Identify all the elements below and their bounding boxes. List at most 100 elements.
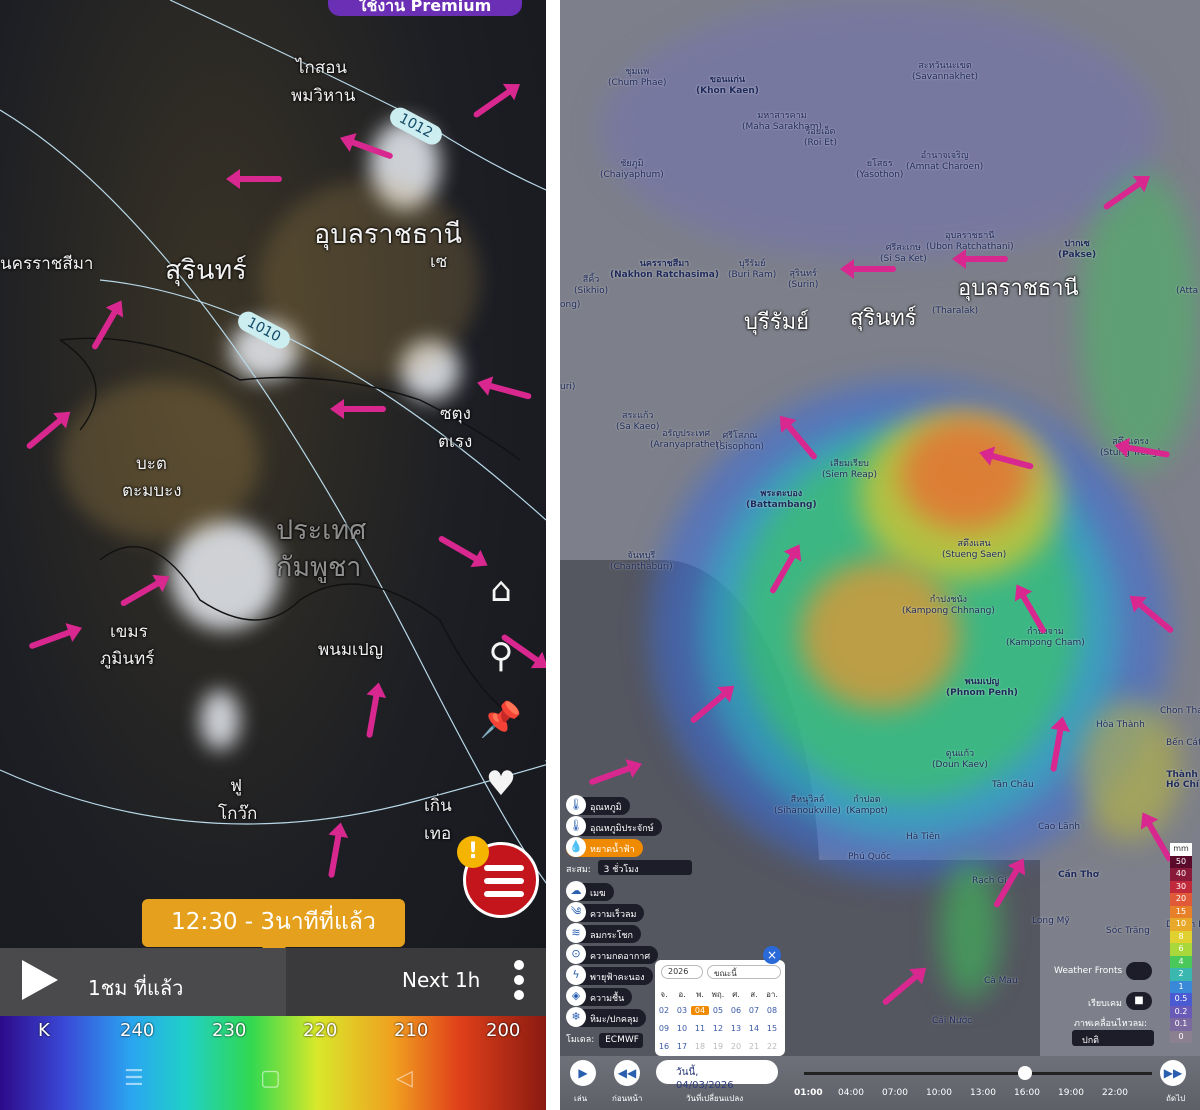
snowflake-icon: ❄ xyxy=(566,1007,586,1027)
precip-blob xyxy=(940,860,1000,1000)
recent-apps-icon[interactable]: ☰ xyxy=(124,1066,144,1091)
search-icon[interactable]: ⚲ xyxy=(488,636,514,676)
panel-divider xyxy=(546,0,560,1110)
weekday-row: จ. อ. พ. พฤ. ศ. ส. อา. xyxy=(660,990,778,999)
previous-button[interactable]: ◀◀ xyxy=(614,1060,640,1086)
place-label: เทอ xyxy=(424,824,452,844)
model-select[interactable]: ECMWF xyxy=(599,1033,644,1048)
province-label: บุรีรัมย์ xyxy=(744,310,809,335)
legend-unit: mm xyxy=(1170,843,1192,856)
pressure-icon: ⊙ xyxy=(566,944,586,964)
isobar-lines xyxy=(0,0,546,884)
next-caption: ถัดไป xyxy=(1166,1094,1186,1103)
scale-unit: K xyxy=(38,1020,50,1041)
next-hour-button[interactable]: Next 1h xyxy=(402,968,481,992)
mode-select[interactable]: ขณะนี้ xyxy=(707,965,781,979)
layer-wind-speed[interactable]: ༄ ความเร็วลม xyxy=(566,902,645,922)
selected-day[interactable]: 04 xyxy=(691,1006,709,1015)
precipitation-map-panel[interactable]: สะหวันนะเขต (Savannakhet) ชุมแพ (Chum Ph… xyxy=(560,0,1200,1110)
city-label: Thành ph Hồ Chí Mi xyxy=(1166,770,1199,790)
play-button[interactable]: ▶ xyxy=(570,1060,596,1086)
year-select[interactable]: 2026 xyxy=(661,965,703,979)
city-label: ร้อยเอ็ด (Roi Et) xyxy=(804,127,837,148)
city-label: กำปงชนัง (Kampong Chhnang) xyxy=(902,595,995,616)
city-label: Long Mỹ xyxy=(1032,916,1070,926)
place-label: ไกสอน xyxy=(296,58,348,78)
accumulation-row: สะสม: 3 ชั่วโมง xyxy=(566,860,692,876)
heart-icon[interactable]: ♥ xyxy=(485,764,517,804)
prev-caption: ก่อนหน้า xyxy=(612,1094,643,1103)
weather-fronts-label: Weather Fronts xyxy=(1054,966,1123,976)
thermometer-icon: 🌡 xyxy=(566,795,586,815)
precip-blob xyxy=(800,560,960,710)
more-options-icon[interactable] xyxy=(514,960,524,1005)
precip-blob xyxy=(1080,170,1200,470)
place-label: เกิ่น xyxy=(424,796,452,816)
play-icon[interactable] xyxy=(22,960,58,1000)
precip-blob xyxy=(600,0,1160,260)
city-label: อุบลราชธานี (Ubon Ratchathani) xyxy=(926,231,1014,252)
layer-temperature[interactable]: 🌡 อุณหภูมิ xyxy=(566,795,630,815)
layer-pressure[interactable]: ⊙ ความกดอากาศ xyxy=(566,944,659,964)
place-label: ตะมบะง xyxy=(122,481,182,501)
satellite-map-panel[interactable]: ใช้งาน Premium 1012 1010 ไกสอน พมวิหาน อ… xyxy=(0,0,546,1110)
place-label: เขมร xyxy=(110,622,148,642)
city-label: เสียมเรียบ (Siem Reap) xyxy=(822,459,878,480)
date-picker[interactable]: 2026 ขณะนี้ จ. อ. พ. พฤ. ศ. ส. อา. 02 03 04 05 06 0… xyxy=(655,960,785,1056)
cloud-mass xyxy=(400,340,460,400)
city-label: Cà Mau xyxy=(984,976,1018,986)
city-label: สระแก้ว (Sa Kaeo) xyxy=(616,411,660,432)
timeline-track[interactable] xyxy=(804,1072,1152,1075)
android-nav-bar: ☰ ▢ ◁ xyxy=(0,1062,546,1110)
city-label: ปากเซ (Pakse) xyxy=(1058,239,1097,260)
layer-precipitation[interactable]: 💧 หยาดน้ำฟ้า xyxy=(566,837,643,857)
layer-thunderstorm[interactable]: ϟ พายุฟ้าคะนอง xyxy=(566,965,653,985)
scale-tick: 230 xyxy=(212,1020,247,1041)
home-icon[interactable]: ⌂ xyxy=(490,570,512,610)
calendar-week[interactable]: 09 10 11 12 13 14 15 xyxy=(658,1024,778,1033)
place-label: บะต xyxy=(136,454,167,474)
city-label: สุรินทร์ (Surin) xyxy=(788,269,819,290)
calendar-week[interactable]: 16 17 18 19 20 21 22 xyxy=(658,1042,778,1051)
city-label: นครราชสีมา (Nakhon Ratchasima) xyxy=(610,259,719,280)
close-calendar-button[interactable]: × xyxy=(763,946,781,964)
city-label: ศรีสะเกษ (Si Sa Ket) xyxy=(880,243,927,264)
layer-feels-like[interactable]: 🌡 อุณหภูมิประจักษ์ xyxy=(566,816,662,836)
back-icon[interactable]: ◁ xyxy=(396,1066,413,1091)
timeline-hour: 19:00 xyxy=(1058,1088,1084,1098)
premium-button[interactable]: ใช้งาน Premium xyxy=(328,0,522,16)
province-label: อุบลราชธานี xyxy=(958,276,1079,301)
place-label: ประเทศ xyxy=(276,515,367,546)
date-select[interactable]: วันนี้, 04/03/2026 xyxy=(656,1060,778,1091)
timeline-bar[interactable]: ▶ เล่น ◀◀ ก่อนหน้า วันนี้, 04/03/2026 วั… xyxy=(560,1056,1200,1110)
city-label: Sóc Trăng xyxy=(1106,926,1150,936)
city-label: จันทบุรี (Chanthaburi) xyxy=(610,551,673,572)
calendar-week[interactable]: 02 03 04 05 06 07 08 xyxy=(658,1006,778,1015)
camera-icon[interactable]: ■ xyxy=(1126,992,1152,1010)
place-label: เซ xyxy=(430,252,448,272)
radar-label: เรียบเคม xyxy=(1088,999,1122,1009)
date-caption: วันที่เปลี่ยนแปลง xyxy=(686,1094,744,1103)
city-label: Chon Thanh xyxy=(1160,706,1200,716)
wind-arrow xyxy=(340,406,386,412)
animation-select[interactable]: ปกติ xyxy=(1072,1030,1154,1046)
layer-gusts[interactable]: ≋ ลมกระโชก xyxy=(566,923,641,943)
alert-badge[interactable]: ! xyxy=(457,836,489,868)
weather-fronts-toggle[interactable] xyxy=(1126,962,1152,980)
place-label: ฟู xyxy=(230,776,243,796)
city-label: พนมเปญ (Phnom Penh) xyxy=(946,677,1018,698)
city-label: (Tharalak) xyxy=(932,306,979,316)
prev-hour-button[interactable]: 1ชม ที่แล้ว xyxy=(0,948,286,1016)
timeline-handle[interactable] xyxy=(1018,1066,1032,1080)
next-button[interactable]: ▶▶ xyxy=(1160,1060,1186,1086)
city-label: uri) xyxy=(560,382,576,392)
playback-bar: 1ชม ที่แล้ว Next 1h xyxy=(0,948,546,1016)
accumulation-select[interactable]: 3 ชั่วโมง xyxy=(597,860,692,875)
layer-clouds[interactable]: ☁ เมฆ xyxy=(566,881,614,901)
layer-humidity[interactable]: ◈ ความชื้น xyxy=(566,986,633,1006)
pin-icon[interactable]: 📌 xyxy=(479,700,523,740)
home-nav-icon[interactable]: ▢ xyxy=(260,1066,281,1091)
layer-snow[interactable]: ❄ หิมะ/ปกคลุม xyxy=(566,1007,647,1027)
city-label: พระตะบอง (Battambang) xyxy=(746,489,817,510)
play-caption: เล่น xyxy=(574,1094,588,1103)
